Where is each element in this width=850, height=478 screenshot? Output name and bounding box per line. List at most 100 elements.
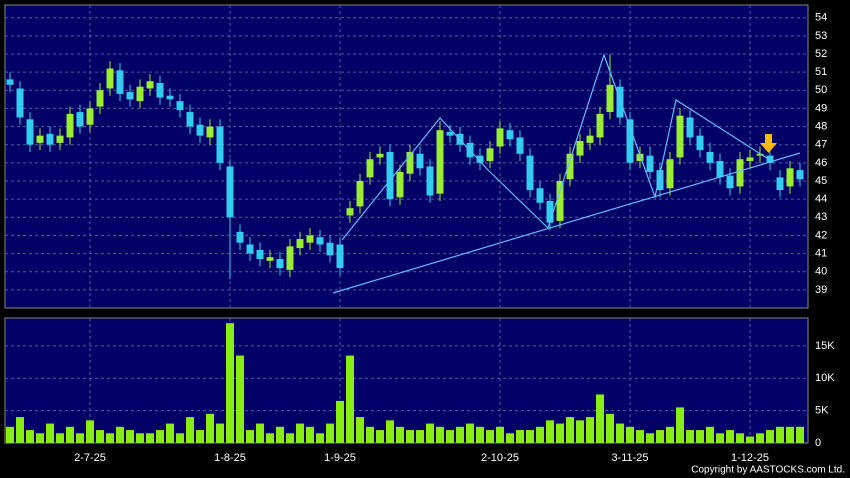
volume-bar (576, 420, 584, 443)
volume-bar (256, 423, 264, 443)
y2-tick-label: 15K (815, 340, 835, 352)
candle-body (116, 70, 124, 94)
volume-bar (676, 407, 684, 443)
y2-tick-label: 0 (815, 437, 821, 449)
volume-bar (546, 420, 554, 443)
y-tick-label: 50 (815, 84, 827, 96)
volume-bar (206, 413, 214, 443)
candle-body (296, 239, 304, 249)
volume-bar (306, 426, 314, 443)
candle-body (416, 153, 424, 169)
candle-body (786, 168, 794, 187)
y-tick-label: 45 (815, 175, 827, 187)
volume-bar (526, 430, 534, 443)
candle-body (196, 124, 204, 136)
candle-body (746, 157, 754, 162)
y-tick-label: 41 (815, 247, 827, 259)
volume-bar (706, 426, 714, 443)
volume-bar (146, 433, 154, 443)
volume-bar (746, 436, 754, 443)
volume-bar (466, 423, 474, 443)
volume-bar (516, 430, 524, 443)
volume-bar (186, 417, 194, 443)
candle-body (156, 83, 164, 98)
y-tick-label: 46 (815, 157, 827, 169)
y2-tick-label: 10K (815, 372, 835, 384)
volume-bar (246, 430, 254, 443)
candle-body (216, 126, 224, 163)
volume-bar (136, 433, 144, 443)
volume-bar (766, 430, 774, 443)
volume-bar (486, 430, 494, 443)
volume-bar (476, 426, 484, 443)
volume-bar (266, 433, 274, 443)
volume-panel (4, 317, 809, 444)
candle-body (366, 159, 374, 178)
candle-body (276, 259, 284, 269)
candle-body (566, 153, 574, 180)
volume-bar (786, 426, 794, 443)
volume-bar (646, 433, 654, 443)
pattern-line (341, 53, 771, 241)
candle-body (666, 159, 674, 189)
candle-body (126, 92, 134, 100)
candle-body (496, 128, 504, 147)
volume-bar (686, 430, 694, 443)
volume-bar (116, 426, 124, 443)
candle-body (546, 200, 554, 223)
volume-bar (76, 433, 84, 443)
candle-body (66, 113, 74, 138)
volume-bar (286, 433, 294, 443)
y-tick-label: 47 (815, 139, 827, 151)
volume-bar (346, 355, 354, 443)
x-tick-label: 2-7-25 (74, 452, 106, 464)
y-tick-label: 40 (815, 266, 827, 278)
volume-bar (236, 355, 244, 443)
candle-body (6, 79, 14, 85)
y-tick-label: 44 (815, 193, 827, 205)
candle-body (186, 112, 194, 127)
candle-body (236, 231, 244, 243)
candle-body (166, 95, 174, 100)
candle-body (376, 153, 384, 158)
arrow-marker (760, 134, 777, 153)
x-tick-label: 2-10-25 (481, 452, 519, 464)
candle-body (346, 208, 354, 216)
y-tick-label: 54 (815, 12, 827, 24)
candle-body (386, 151, 394, 200)
candle-body (716, 161, 724, 178)
candle-body (696, 135, 704, 151)
candle-body (766, 155, 774, 163)
candle-body (406, 151, 414, 174)
volume-bar (296, 423, 304, 443)
candle-body (16, 88, 24, 118)
volume-bar (46, 423, 54, 443)
candle-body (676, 115, 684, 158)
candle-body (96, 90, 104, 107)
volume-bar (96, 430, 104, 443)
y-tick-label: 52 (815, 48, 827, 60)
y2-tick-label: 5K (815, 405, 829, 417)
candle-body (46, 133, 54, 145)
volume-bar (156, 430, 164, 443)
candle-body (206, 126, 214, 138)
candle-body (76, 112, 84, 127)
trend-line (332, 152, 801, 294)
candle-body (36, 135, 44, 143)
volume-bar (36, 433, 44, 443)
candle-body (256, 249, 264, 260)
volume-bar (416, 430, 424, 443)
candle-body (636, 153, 644, 162)
volume-bar (586, 417, 594, 443)
candle-body (706, 151, 714, 163)
candle-body (526, 155, 534, 191)
candle-body (606, 84, 614, 113)
candle-body (536, 188, 544, 203)
candle-body (306, 235, 314, 243)
volume-bar (6, 426, 14, 443)
volume-bar (106, 433, 114, 443)
volume-bar (426, 423, 434, 443)
candle-body (226, 166, 234, 218)
y-tick-label: 43 (815, 211, 827, 223)
